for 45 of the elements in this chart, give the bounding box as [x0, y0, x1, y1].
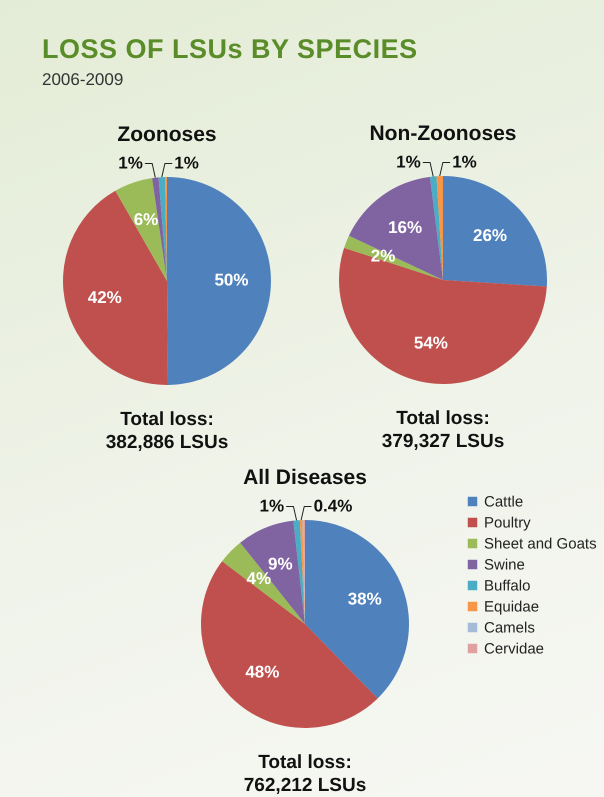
pie-slice: [443, 176, 547, 287]
pie-slice: [305, 520, 409, 698]
legend-label: Equidae: [484, 598, 540, 616]
pie-slice: [158, 177, 167, 281]
data-label: 0.4%: [314, 496, 352, 516]
chart-title: Non-Zoonoses: [370, 122, 516, 145]
data-label: 48%: [245, 662, 280, 682]
data-label: 1%: [396, 152, 421, 172]
data-label: 42%: [88, 288, 122, 307]
legend-label: Cattle: [484, 494, 524, 510]
legend-label: Buffalo: [484, 578, 530, 594]
data-label: 50%: [214, 270, 248, 290]
chart-title: Zoonoses: [117, 123, 217, 146]
text: 379,327 LSUs: [382, 431, 504, 452]
pie-slice: [430, 176, 443, 280]
legend-label: Swine: [484, 556, 525, 574]
legend-label: Poultry: [484, 514, 532, 532]
data-label: 2%: [370, 246, 396, 266]
data-label: 6%: [134, 210, 158, 230]
data-label: 1%: [452, 152, 477, 172]
pie-slice: [167, 177, 271, 385]
chart-title: All Diseases: [243, 466, 367, 489]
pie-slice: [339, 248, 547, 384]
data-label: 1%: [260, 496, 284, 516]
text: 762,212 LSUs: [244, 775, 366, 796]
text: 2006-2009: [42, 70, 124, 90]
pie-slice: [240, 520, 305, 624]
text: Total loss:: [120, 409, 214, 430]
data-label: 26%: [472, 226, 508, 245]
data-label: 54%: [414, 333, 448, 352]
data-label: 16%: [388, 218, 422, 237]
text: Total loss:: [396, 408, 490, 429]
legend-label: Sheet and Goats: [484, 536, 597, 552]
legend-label: Camels: [484, 620, 535, 636]
pie-slice: [348, 176, 443, 280]
pie-slice: [293, 520, 305, 624]
pie-slice: [115, 178, 167, 281]
pie-slice: [63, 190, 168, 385]
data-label: 1%: [174, 153, 199, 172]
text: LOSS OF LSUs BY SPECIES: [42, 34, 418, 65]
text: 382,886 LSUs: [106, 432, 228, 453]
legend-label: Cervidae: [484, 640, 544, 658]
data-label: 1%: [118, 153, 143, 172]
data-label: 38%: [348, 590, 382, 609]
text: Total loss:: [258, 752, 352, 773]
